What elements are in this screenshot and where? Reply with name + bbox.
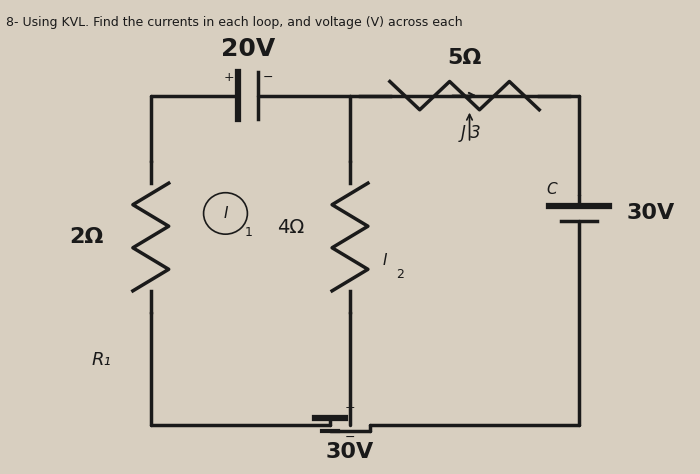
Text: +: + (344, 401, 356, 414)
Text: 1: 1 (244, 226, 252, 239)
Text: 20V: 20V (221, 36, 276, 61)
Text: 30V: 30V (627, 203, 675, 223)
Text: +: + (223, 71, 234, 84)
Text: 2: 2 (396, 268, 404, 281)
Text: 5Ω: 5Ω (447, 48, 482, 68)
Text: C: C (546, 182, 556, 197)
Text: 8- Using KVL. Find the currents in each loop, and voltage (V) across each: 8- Using KVL. Find the currents in each … (6, 16, 463, 28)
Text: 30V: 30V (326, 442, 374, 462)
Text: 2Ω: 2Ω (69, 227, 103, 247)
Text: J 3: J 3 (461, 124, 482, 142)
Text: I: I (223, 206, 228, 221)
Text: 4Ω: 4Ω (276, 218, 304, 237)
Text: I: I (383, 253, 387, 268)
Text: −: − (263, 71, 274, 84)
Text: R₁: R₁ (91, 350, 111, 368)
Text: −: − (344, 430, 355, 444)
